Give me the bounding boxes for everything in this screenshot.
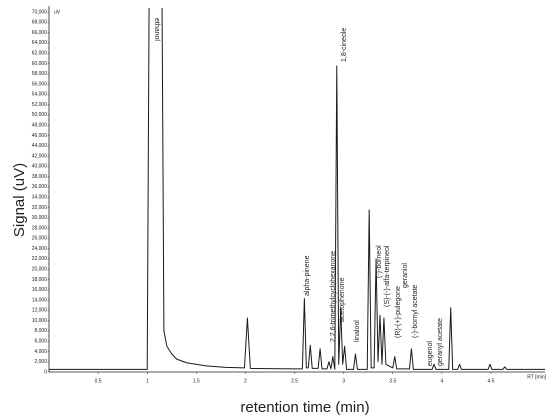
y-tick-label: 10,000 bbox=[32, 318, 48, 324]
y-tick-label: 30,000 bbox=[32, 215, 48, 221]
y-tick-label: 4,000 bbox=[34, 349, 47, 355]
x-tick-label: 1.5 bbox=[193, 378, 200, 384]
x-tick-label: 2.5 bbox=[291, 378, 298, 384]
y-tick-label: 20,000 bbox=[32, 266, 48, 272]
y-tick-label: 42,000 bbox=[32, 153, 48, 159]
y-tick-label: 52,000 bbox=[32, 102, 48, 108]
peak-label: eugenol bbox=[427, 341, 434, 366]
y-tick-label: 26,000 bbox=[32, 236, 48, 242]
y-tick-label: 36,000 bbox=[32, 184, 48, 190]
y-tick-label: 70,000 bbox=[32, 9, 48, 15]
peak-label: acetophenone bbox=[339, 278, 346, 322]
y-tick-label: 66,000 bbox=[32, 30, 48, 36]
y-tick-label: 68,000 bbox=[32, 20, 48, 26]
y-tick-label: 32,000 bbox=[32, 205, 48, 211]
x-tick-label: 1 bbox=[146, 378, 149, 384]
x-tick-label: 0.5 bbox=[95, 378, 102, 384]
y-unit: uV bbox=[54, 9, 61, 15]
y-tick-label: 38,000 bbox=[32, 174, 48, 180]
plot-area bbox=[49, 8, 545, 370]
peak-label: geranyl acetate bbox=[437, 318, 444, 366]
y-tick-label: 8,000 bbox=[34, 328, 47, 334]
x-tick-label: 4.5 bbox=[488, 378, 495, 384]
y-tick-label: 48,000 bbox=[32, 122, 48, 128]
y-tick-label: 28,000 bbox=[32, 225, 48, 231]
peak-label: (-)-bornyl acetate bbox=[412, 285, 419, 338]
x-tick-label: 4 bbox=[440, 378, 443, 384]
y-tick-label: 58,000 bbox=[32, 71, 48, 77]
x-axis-title: retention time (min) bbox=[240, 399, 369, 416]
peak-label: alpha-pinene bbox=[304, 255, 311, 296]
y-tick-label: 6,000 bbox=[34, 338, 47, 344]
y-tick-label: 34,000 bbox=[32, 194, 48, 200]
peak-label: 2,2,6-trimethylcyclohexanone bbox=[330, 251, 337, 342]
x-tick-label: 3.5 bbox=[389, 378, 396, 384]
peak-label: (S)-(-)-alfa-terpineol bbox=[384, 245, 391, 307]
y-tick-label: 18,000 bbox=[32, 277, 48, 283]
signal-trace bbox=[49, 8, 545, 370]
peak-label: linalool bbox=[354, 320, 361, 342]
peak-label: 1,8-cineole bbox=[341, 28, 348, 62]
x-unit: RT [min] bbox=[527, 374, 546, 380]
y-tick-label: 12,000 bbox=[32, 308, 48, 314]
y-tick-label: 44,000 bbox=[32, 143, 48, 149]
y-tick-label: 16,000 bbox=[32, 287, 48, 293]
peak-label: geraniol bbox=[402, 263, 409, 288]
y-tick-label: 24,000 bbox=[32, 246, 48, 252]
x-tick-label: 2 bbox=[244, 378, 247, 384]
y-tick-label: 60,000 bbox=[32, 61, 48, 67]
peak-label: (R)-(+)-pulegone bbox=[395, 286, 402, 338]
y-tick-label: 0 bbox=[44, 369, 47, 375]
y-tick-label: 56,000 bbox=[32, 81, 48, 87]
y-tick-label: 14,000 bbox=[32, 297, 48, 303]
y-tick-label: 54,000 bbox=[32, 92, 48, 98]
y-tick-label: 46,000 bbox=[32, 133, 48, 139]
y-tick-label: 50,000 bbox=[32, 112, 48, 118]
y-tick-label: 64,000 bbox=[32, 40, 48, 46]
y-tick-label: 2,000 bbox=[34, 359, 47, 365]
y-axis-title: Signal (uV) bbox=[11, 163, 28, 237]
y-tick-label: 40,000 bbox=[32, 164, 48, 170]
x-tick-label: 3 bbox=[342, 378, 345, 384]
y-tick-label: 22,000 bbox=[32, 256, 48, 262]
y-tick-label: 62,000 bbox=[32, 50, 48, 56]
peak-label: ethanol bbox=[153, 18, 160, 41]
peak-label: (-)-borneol bbox=[376, 245, 383, 278]
